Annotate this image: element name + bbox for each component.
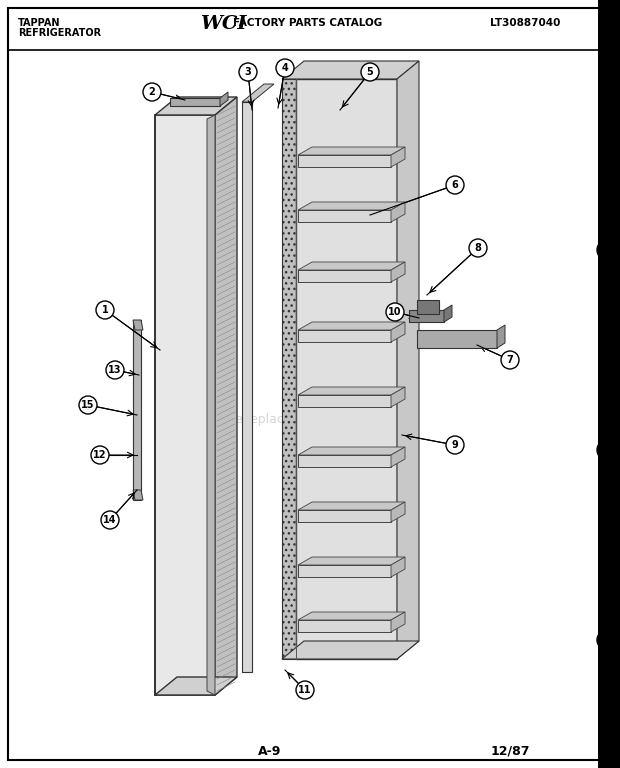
Circle shape bbox=[446, 176, 464, 194]
Polygon shape bbox=[298, 565, 391, 577]
Polygon shape bbox=[298, 387, 405, 395]
Polygon shape bbox=[133, 490, 143, 500]
Circle shape bbox=[101, 511, 119, 529]
Circle shape bbox=[386, 303, 404, 321]
Polygon shape bbox=[242, 84, 274, 102]
Circle shape bbox=[501, 351, 519, 369]
Polygon shape bbox=[155, 97, 237, 115]
Polygon shape bbox=[298, 147, 405, 155]
Circle shape bbox=[597, 630, 617, 650]
Polygon shape bbox=[391, 387, 405, 407]
Text: 7: 7 bbox=[507, 355, 513, 365]
Circle shape bbox=[96, 301, 114, 319]
Text: FACTORY PARTS CATALOG: FACTORY PARTS CATALOG bbox=[233, 18, 383, 28]
Text: 1: 1 bbox=[102, 305, 108, 315]
Text: 6: 6 bbox=[451, 180, 458, 190]
Text: 12/87: 12/87 bbox=[490, 745, 529, 758]
Polygon shape bbox=[417, 330, 497, 348]
Polygon shape bbox=[133, 320, 141, 500]
Text: 8: 8 bbox=[474, 243, 482, 253]
Polygon shape bbox=[391, 502, 405, 522]
Polygon shape bbox=[298, 262, 405, 270]
Circle shape bbox=[469, 239, 487, 257]
Polygon shape bbox=[298, 322, 405, 330]
Text: eReplacementParts.com: eReplacementParts.com bbox=[234, 413, 386, 426]
Polygon shape bbox=[282, 79, 296, 659]
Polygon shape bbox=[298, 330, 391, 342]
Polygon shape bbox=[391, 612, 405, 632]
Text: 15: 15 bbox=[81, 400, 95, 410]
Polygon shape bbox=[155, 677, 237, 695]
Text: 12: 12 bbox=[93, 450, 107, 460]
Polygon shape bbox=[391, 147, 405, 167]
Text: 10: 10 bbox=[388, 307, 402, 317]
Circle shape bbox=[276, 59, 294, 77]
Text: 11: 11 bbox=[298, 685, 312, 695]
Polygon shape bbox=[298, 210, 391, 222]
Text: 13: 13 bbox=[108, 365, 122, 375]
Polygon shape bbox=[298, 510, 391, 522]
Polygon shape bbox=[296, 79, 397, 659]
Text: 9: 9 bbox=[451, 440, 458, 450]
Polygon shape bbox=[298, 202, 405, 210]
Circle shape bbox=[361, 63, 379, 81]
Circle shape bbox=[143, 83, 161, 101]
Polygon shape bbox=[220, 92, 228, 106]
Polygon shape bbox=[298, 620, 391, 632]
Circle shape bbox=[239, 63, 257, 81]
Polygon shape bbox=[444, 305, 452, 322]
Circle shape bbox=[296, 681, 314, 699]
Polygon shape bbox=[298, 455, 391, 467]
Polygon shape bbox=[397, 61, 419, 659]
Polygon shape bbox=[298, 270, 391, 282]
Text: 3: 3 bbox=[245, 67, 251, 77]
Text: TAPPAN: TAPPAN bbox=[18, 18, 61, 28]
Text: REFRIGERATOR: REFRIGERATOR bbox=[18, 28, 101, 38]
Text: LT30887040: LT30887040 bbox=[490, 18, 560, 28]
Polygon shape bbox=[207, 115, 215, 695]
Polygon shape bbox=[298, 447, 405, 455]
Circle shape bbox=[446, 436, 464, 454]
Circle shape bbox=[597, 440, 617, 460]
Bar bbox=[598, 0, 620, 768]
Text: 4: 4 bbox=[281, 63, 288, 73]
Circle shape bbox=[106, 361, 124, 379]
Polygon shape bbox=[282, 641, 419, 659]
Circle shape bbox=[91, 446, 109, 464]
Polygon shape bbox=[417, 300, 439, 314]
Text: WCI: WCI bbox=[200, 15, 247, 33]
Text: A-9: A-9 bbox=[259, 745, 281, 758]
Polygon shape bbox=[155, 115, 215, 695]
Polygon shape bbox=[497, 325, 505, 348]
Polygon shape bbox=[298, 502, 405, 510]
Polygon shape bbox=[391, 322, 405, 342]
Polygon shape bbox=[391, 557, 405, 577]
Polygon shape bbox=[391, 447, 405, 467]
Polygon shape bbox=[298, 612, 405, 620]
Polygon shape bbox=[298, 155, 391, 167]
Polygon shape bbox=[215, 97, 237, 695]
Polygon shape bbox=[409, 310, 444, 322]
Circle shape bbox=[79, 396, 97, 414]
Circle shape bbox=[597, 240, 617, 260]
Polygon shape bbox=[391, 262, 405, 282]
Polygon shape bbox=[282, 61, 419, 79]
Text: 5: 5 bbox=[366, 67, 373, 77]
Polygon shape bbox=[298, 557, 405, 565]
Text: 2: 2 bbox=[149, 87, 156, 97]
Polygon shape bbox=[298, 395, 391, 407]
Polygon shape bbox=[133, 320, 143, 330]
Polygon shape bbox=[391, 202, 405, 222]
Polygon shape bbox=[242, 102, 252, 672]
Text: 14: 14 bbox=[104, 515, 117, 525]
Polygon shape bbox=[170, 98, 220, 106]
